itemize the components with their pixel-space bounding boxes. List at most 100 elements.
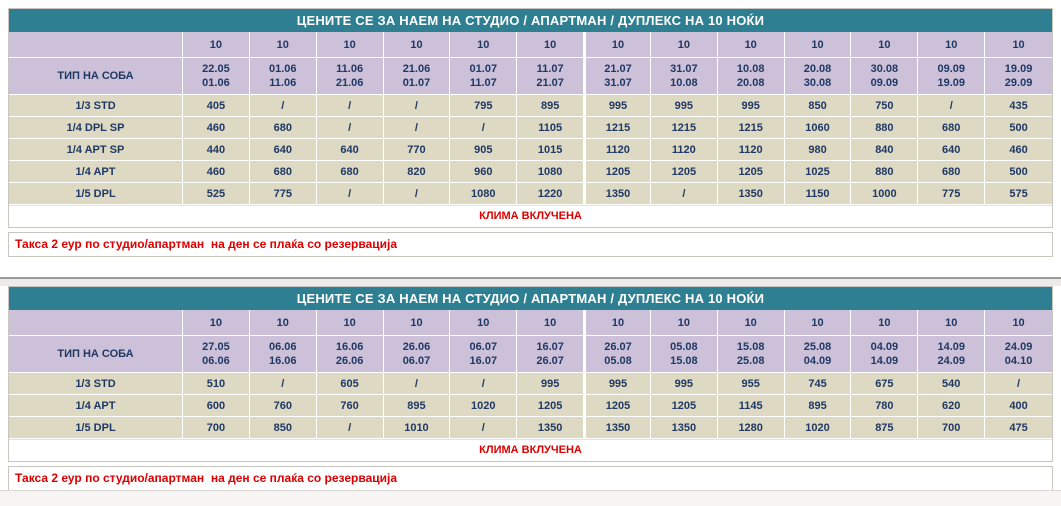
nights-cell: 10 [316, 32, 384, 58]
nights-cell: 10 [450, 32, 518, 58]
date-from: 06.06 [269, 341, 297, 353]
date-to: 31.07 [604, 77, 632, 89]
price-cell: 820 [383, 161, 451, 183]
date-range-cell: 10.08 20.08 [717, 58, 785, 95]
price-cell: 1020 [450, 395, 518, 417]
date-from: 20.08 [803, 63, 832, 75]
date-to: 16.07 [469, 355, 498, 367]
price-cell: 1060 [784, 117, 852, 139]
price-cell: 540 [918, 373, 986, 395]
date-to: 19.09 [937, 77, 965, 89]
price-cell: 600 [183, 395, 250, 417]
date-to: 21.06 [335, 77, 364, 89]
price-cell: / [383, 95, 451, 117]
price-table-2: ЦЕНИТЕ СЕ ЗА НАЕМ НА СТУДИО / АПАРТМАН /… [8, 286, 1053, 462]
price-cell: 1020 [784, 417, 852, 439]
price-cell: 605 [316, 373, 384, 395]
date-range-cell: 27.05 06.06 [183, 336, 250, 373]
nights-cell: 10 [517, 32, 585, 58]
row-label: 1/3 STD [9, 373, 183, 395]
date-from: 01.06 [269, 63, 297, 75]
date-to: 11.06 [269, 77, 297, 89]
date-range-cell: 22.05 01.06 [183, 58, 250, 95]
tax-note-2: Такса 2 еур по студио/апартман на ден се… [8, 466, 1053, 491]
nights-cell: 10 [851, 32, 919, 58]
price-cell: / [249, 95, 317, 117]
nights-cell: 10 [316, 310, 384, 336]
price-cell: / [918, 95, 986, 117]
price-cell: 980 [784, 139, 852, 161]
climate-note-2: КЛИМА ВКЛУЧЕНА [9, 439, 1052, 461]
price-cell: 995 [650, 373, 718, 395]
nights-cell: 10 [985, 32, 1052, 58]
date-from: 05.08 [670, 341, 698, 353]
date-range-cell: 05.08 15.08 [650, 336, 718, 373]
price-cell: / [450, 117, 518, 139]
date-range-cell: 26.06 06.07 [383, 336, 451, 373]
price-cell: 1350 [584, 183, 651, 205]
nights-cell: 10 [717, 310, 785, 336]
nights-cell: 10 [918, 310, 986, 336]
date-range-cell: 21.06 01.07 [383, 58, 451, 95]
date-to: 30.08 [803, 77, 832, 89]
price-cell: 895 [517, 95, 585, 117]
price-cell: / [985, 373, 1052, 395]
nights-cell: 10 [784, 32, 852, 58]
date-to: 21.07 [536, 77, 564, 89]
date-range-cell: 25.08 04.09 [784, 336, 852, 373]
date-to: 04.09 [803, 355, 832, 367]
date-range-cell: 24.09 04.10 [985, 336, 1052, 373]
date-range-cell: 04.09 14.09 [851, 336, 919, 373]
price-cell: / [249, 373, 317, 395]
date-to: 01.06 [202, 77, 230, 89]
price-cell: 1205 [650, 395, 718, 417]
nights-cell: 10 [383, 310, 451, 336]
price-cell: 640 [918, 139, 986, 161]
date-range-cell: 19.09 29.09 [985, 58, 1052, 95]
price-cell: 850 [249, 417, 317, 439]
price-cell: 995 [650, 95, 718, 117]
price-cell: 1120 [650, 139, 718, 161]
price-cell: 460 [183, 117, 250, 139]
price-cell: 1205 [584, 395, 651, 417]
row-label: 1/4 APT [9, 161, 183, 183]
date-to: 06.07 [402, 355, 431, 367]
price-cell: 525 [183, 183, 250, 205]
date-from: 16.07 [536, 341, 564, 353]
date-from: 19.09 [1004, 63, 1033, 75]
price-cell: 1215 [717, 117, 785, 139]
price-cell: / [383, 183, 451, 205]
corner-cell [9, 32, 183, 58]
nights-cell: 10 [650, 310, 718, 336]
date-range-cell: 11.07 21.07 [517, 58, 585, 95]
price-cell: 1025 [784, 161, 852, 183]
room-type-header: ТИП НА СОБА [9, 58, 183, 95]
date-range-cell: 06.06 16.06 [249, 336, 317, 373]
nights-cell: 10 [985, 310, 1052, 336]
date-range-cell: 20.08 30.08 [784, 58, 852, 95]
price-cell: 620 [918, 395, 986, 417]
price-cell: 795 [450, 95, 518, 117]
row-label: 1/5 DPL [9, 417, 183, 439]
price-cell: 460 [183, 161, 250, 183]
price-cell: 1105 [517, 117, 585, 139]
price-cell: 700 [183, 417, 250, 439]
price-cell: 405 [183, 95, 250, 117]
date-to: 09.09 [870, 77, 899, 89]
page-two: ЦЕНИТЕ СЕ ЗА НАЕМ НА СТУДИО / АПАРТМАН /… [8, 286, 1053, 491]
document-page: ЦЕНИТЕ СЕ ЗА НАЕМ НА СТУДИО / АПАРТМАН /… [0, 8, 1061, 491]
price-cell: 440 [183, 139, 250, 161]
price-cell: 1280 [717, 417, 785, 439]
corner-cell [9, 310, 183, 336]
price-cell: / [383, 373, 451, 395]
price-cell: 1350 [650, 417, 718, 439]
tax-note-1: Такса 2 еур по студио/апартман на ден се… [8, 232, 1053, 257]
row-label: 1/4 DPL SP [9, 117, 183, 139]
price-cell: 1350 [717, 183, 785, 205]
date-to: 26.06 [335, 355, 364, 367]
price-cell: 875 [851, 417, 919, 439]
price-cell: / [316, 117, 384, 139]
nights-cell: 10 [650, 32, 718, 58]
date-to: 16.06 [269, 355, 297, 367]
date-to: 10.08 [670, 77, 698, 89]
